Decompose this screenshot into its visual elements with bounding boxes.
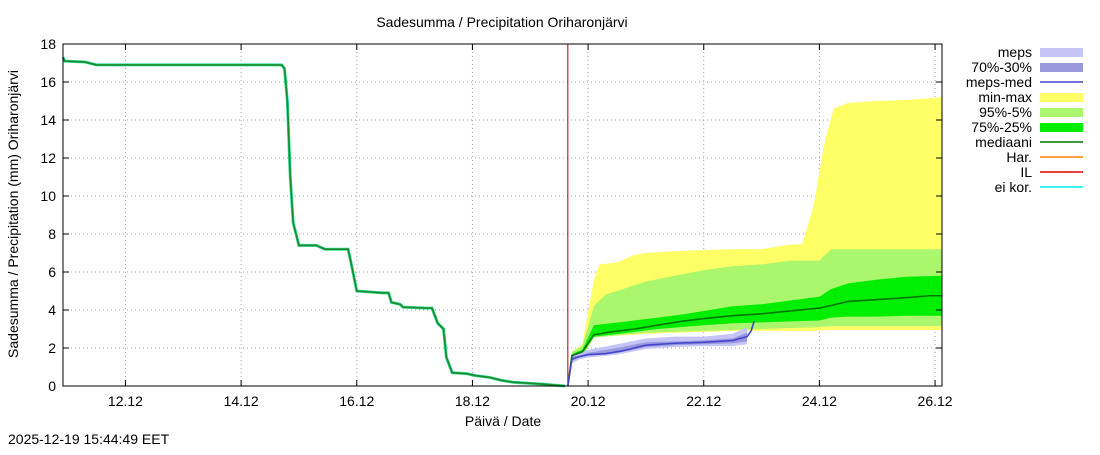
y-tick-label: 10 <box>40 188 56 204</box>
y-tick-label: 8 <box>48 226 56 242</box>
y-axis-label: Sadesumma / Precipitation (mm) Oriharonj… <box>5 70 21 358</box>
series-observed-ei-kor <box>61 56 566 388</box>
band-75-25- <box>567 275 942 386</box>
legend-swatch-box <box>1040 63 1083 72</box>
legend-swatch-box <box>1040 123 1083 132</box>
y-tick-label: 14 <box>40 112 56 128</box>
grid <box>63 44 942 386</box>
band-layer <box>567 97 942 386</box>
line-layer <box>61 44 942 388</box>
band-70-30- <box>567 332 748 386</box>
legend-label: ei kor. <box>995 179 1032 195</box>
y-tick-label: 2 <box>48 340 56 356</box>
y-tick-label: 12 <box>40 150 56 166</box>
legend: meps70%-30%meps-medmin-max95%-5%75%-25%m… <box>966 44 1083 195</box>
legend-label: meps-med <box>966 74 1032 90</box>
x-tick-label: 20.12 <box>571 393 606 409</box>
x-tick-label: 26.12 <box>918 393 953 409</box>
y-tick-label: 6 <box>48 264 56 280</box>
y-tick-label: 0 <box>48 378 56 394</box>
legend-label: IL <box>1020 164 1032 180</box>
series-meps-med <box>567 321 755 387</box>
legend-label: 95%-5% <box>979 104 1032 120</box>
x-tick-label: 12.12 <box>108 393 143 409</box>
legend-label: 70%-30% <box>971 59 1032 75</box>
y-tick-label: 16 <box>40 74 56 90</box>
axes: 0 2 4 6 8 10 12 14 16 18 12.12 14.12 16.12 18.12 20.12… <box>40 36 952 409</box>
plot-frame <box>62 43 943 387</box>
legend-label: mediaani <box>975 134 1032 150</box>
legend-swatch-box <box>1040 48 1083 57</box>
legend-label: meps <box>998 44 1032 60</box>
y-tick-label: 18 <box>40 36 56 52</box>
band-min-max <box>567 97 942 386</box>
x-tick-label: 24.12 <box>802 393 837 409</box>
x-tick-label: 22.12 <box>686 393 721 409</box>
x-tick-label: 14.12 <box>224 393 259 409</box>
timestamp: 2025-12-19 15:44:49 EET <box>8 431 170 447</box>
series-har- <box>62 56 566 387</box>
legend-swatch-box <box>1040 108 1083 117</box>
chart-title: Sadesumma / Precipitation Oriharonjärvi <box>376 14 627 30</box>
legend-label: 75%-25% <box>971 119 1032 135</box>
series-mediaani <box>567 294 942 387</box>
legend-label: Har. <box>1006 149 1032 165</box>
x-tick-label: 18.12 <box>455 393 490 409</box>
x-tick-label: 16.12 <box>339 393 374 409</box>
x-axis-label: Päivä / Date <box>465 413 541 429</box>
legend-swatch-box <box>1040 93 1083 102</box>
y-tick-label: 4 <box>48 302 56 318</box>
legend-label: min-max <box>978 89 1032 105</box>
